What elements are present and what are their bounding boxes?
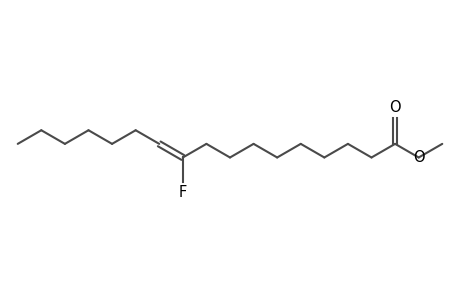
Text: O: O — [412, 150, 424, 165]
Text: O: O — [388, 100, 400, 115]
Text: F: F — [178, 185, 186, 200]
